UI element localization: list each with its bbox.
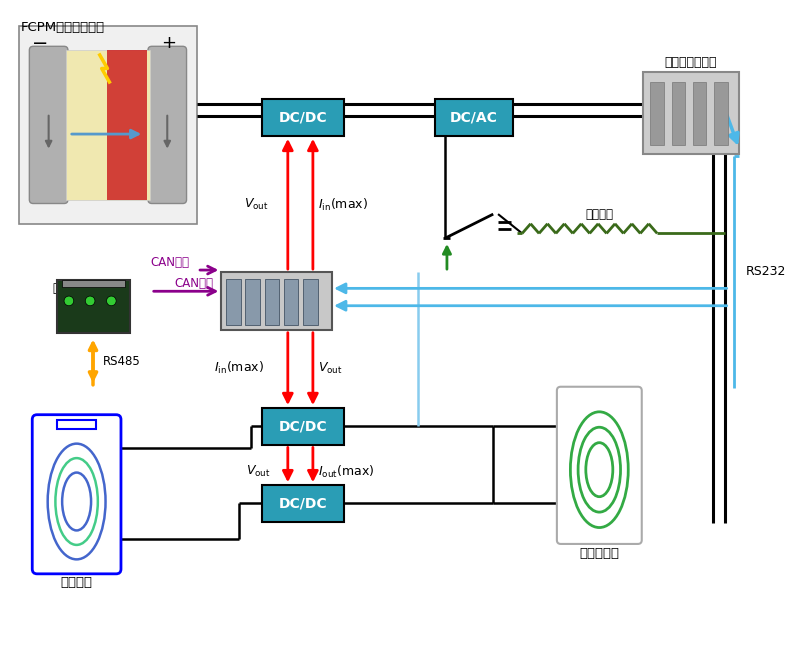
FancyBboxPatch shape bbox=[32, 415, 121, 574]
Bar bbox=[714, 82, 727, 145]
Text: DC/DC: DC/DC bbox=[279, 497, 327, 510]
Text: $V_{\rm out}$: $V_{\rm out}$ bbox=[244, 197, 268, 212]
Text: 保护电阻: 保护电阻 bbox=[585, 208, 613, 221]
Text: $I_{\rm in}$(max): $I_{\rm in}$(max) bbox=[318, 197, 368, 212]
Text: +: + bbox=[161, 35, 176, 53]
FancyBboxPatch shape bbox=[148, 46, 186, 204]
Bar bbox=[66, 50, 150, 200]
Text: $I_{\rm out}$(max): $I_{\rm out}$(max) bbox=[318, 464, 374, 480]
Bar bbox=[226, 279, 241, 325]
Text: CAN总线: CAN总线 bbox=[175, 277, 214, 290]
Bar bbox=[650, 82, 664, 145]
Bar bbox=[58, 280, 129, 333]
Text: $V_{\rm out}$: $V_{\rm out}$ bbox=[246, 464, 271, 479]
Bar bbox=[245, 279, 260, 325]
Text: CAN总线: CAN总线 bbox=[151, 256, 189, 269]
Circle shape bbox=[107, 296, 116, 306]
Bar bbox=[62, 280, 125, 287]
Bar bbox=[671, 82, 685, 145]
Text: DC/DC: DC/DC bbox=[279, 419, 327, 434]
Bar bbox=[693, 82, 706, 145]
Text: DC/DC: DC/DC bbox=[279, 111, 327, 125]
Bar bbox=[262, 485, 344, 521]
Text: RS485: RS485 bbox=[103, 355, 140, 368]
Bar bbox=[107, 50, 147, 200]
Circle shape bbox=[85, 296, 95, 306]
Text: 锂电池组: 锂电池组 bbox=[61, 576, 92, 589]
Text: $I_{\rm in}$(max): $I_{\rm in}$(max) bbox=[214, 361, 264, 376]
Text: 锂电池管理系统: 锂电池管理系统 bbox=[53, 282, 102, 295]
Text: 三相可编程负载: 三相可编程负载 bbox=[664, 56, 717, 69]
Bar bbox=[436, 100, 513, 136]
Bar bbox=[262, 408, 344, 445]
Text: NI PXI: NI PXI bbox=[260, 318, 293, 328]
Text: DC/AC: DC/AC bbox=[450, 111, 498, 125]
Text: FCPM燃料电池模型: FCPM燃料电池模型 bbox=[21, 21, 105, 35]
Text: RS232: RS232 bbox=[746, 266, 787, 279]
Bar bbox=[264, 279, 279, 325]
Bar bbox=[262, 100, 344, 136]
Bar bbox=[643, 72, 739, 154]
Bar bbox=[303, 279, 318, 325]
Circle shape bbox=[64, 296, 73, 306]
Text: $V_{\rm out}$: $V_{\rm out}$ bbox=[318, 361, 342, 376]
Bar bbox=[221, 272, 332, 330]
FancyBboxPatch shape bbox=[557, 387, 641, 544]
Bar bbox=[58, 419, 96, 429]
FancyBboxPatch shape bbox=[29, 46, 68, 204]
Bar bbox=[284, 279, 298, 325]
Text: −: − bbox=[32, 34, 48, 53]
Bar bbox=[19, 26, 197, 224]
Text: 超级电容组: 超级电容组 bbox=[579, 547, 619, 560]
